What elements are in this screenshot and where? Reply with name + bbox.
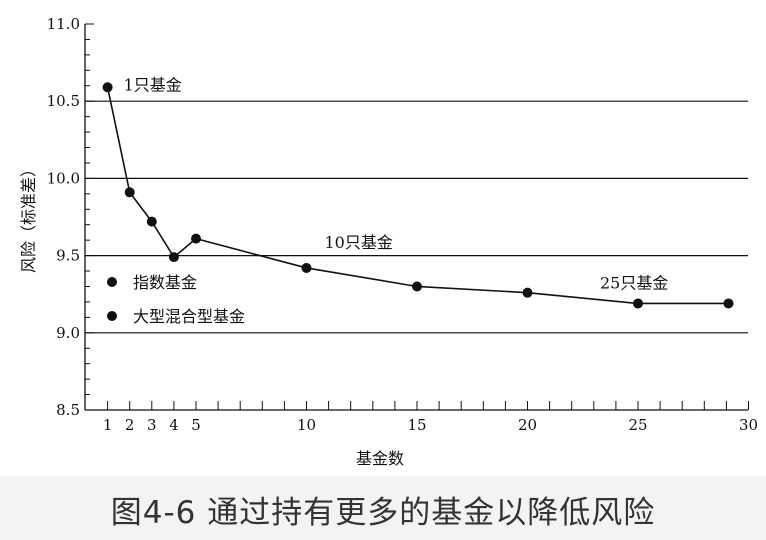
y-tick-label-2: 9.5: [56, 247, 80, 265]
x-tick-label-7: 20: [518, 416, 537, 434]
x-axis-ticks: 1 2 3 4 5 10 15 20 25 30: [103, 401, 758, 434]
x-tick-label-4: 5: [191, 416, 201, 434]
legend-label-blend-fund: 大型混合型基金: [133, 307, 245, 326]
legend: 指数基金 大型混合型基金: [107, 273, 245, 326]
figure-caption: 图4-6 通过持有更多的基金以降低风险: [110, 494, 656, 531]
x-tick-label-2: 3: [147, 416, 157, 434]
series-points: [102, 82, 734, 309]
legend-marker-index-fund: [107, 277, 117, 287]
x-tick-label-3: 4: [169, 416, 179, 434]
legend-marker-blend-fund: [107, 311, 117, 321]
y-tick-label-3: 10.0: [47, 169, 80, 187]
y-tick-label-0: 8.5: [56, 401, 80, 419]
annotation-1: 10只基金: [325, 233, 393, 252]
y-axis-label: 风险（标准差）: [19, 161, 38, 273]
risk-chart: 8.5 9.0 9.5 10.0 10.5 11.0 1 2 3 4 5 10 15 20 25 30 1只…: [19, 15, 758, 468]
data-point-2: [146, 216, 157, 227]
data-point-1: [124, 187, 135, 198]
x-tick-label-6: 15: [407, 416, 426, 434]
gridlines: [85, 100, 748, 334]
x-tick-label-9: 30: [739, 416, 758, 434]
chart-panel: 8.5 9.0 9.5 10.0 10.5 11.0 1 2 3 4 5 10 15 20 25 30 1只…: [0, 0, 766, 476]
y-tick-label-5: 11.0: [47, 15, 80, 33]
data-point-4: [191, 233, 201, 244]
data-point-9: [723, 298, 734, 309]
annotations: 1只基金 10只基金 25只基金: [124, 75, 669, 292]
legend-label-index-fund: 指数基金: [133, 273, 197, 292]
x-tick-label-1: 2: [125, 416, 135, 434]
data-point-0: [102, 82, 113, 93]
data-point-3: [168, 252, 179, 263]
series-lines: [106, 87, 729, 305]
data-point-8: [633, 298, 643, 309]
risk-line: [106, 87, 729, 305]
y-tick-label-1: 9.0: [56, 324, 80, 342]
x-tick-label-5: 10: [297, 416, 316, 434]
x-tick-label-0: 1: [103, 416, 113, 434]
x-axis-label: 基金数: [356, 449, 404, 468]
annotation-2: 25只基金: [600, 273, 668, 292]
annotation-0: 1只基金: [124, 75, 182, 94]
axes: [84, 24, 748, 411]
y-axis-ticks: 8.5 9.0 9.5 10.0 10.5 11.0: [47, 15, 94, 419]
data-point-7: [522, 287, 533, 298]
x-tick-label-8: 25: [628, 416, 647, 434]
data-point-5: [301, 262, 312, 273]
y-tick-label-4: 10.5: [47, 92, 80, 110]
data-point-6: [412, 281, 422, 292]
